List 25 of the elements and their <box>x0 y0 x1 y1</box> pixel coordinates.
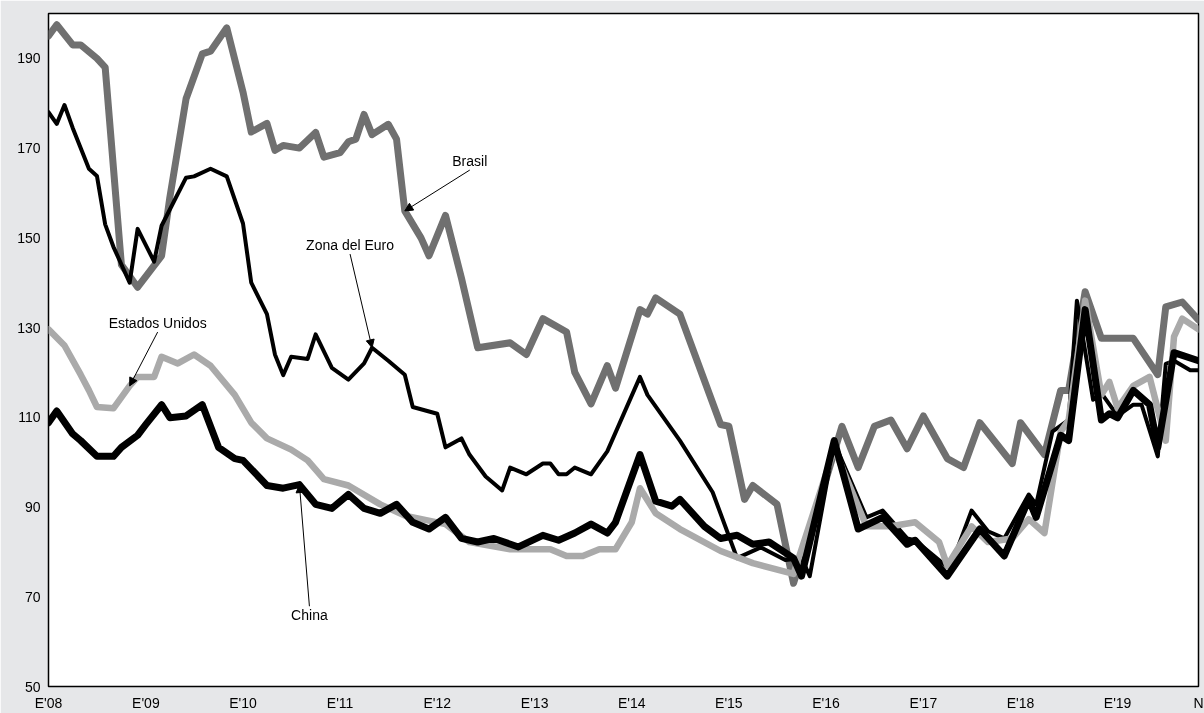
x-tick-label: E'10 <box>229 694 258 711</box>
annotation: Estados Unidos <box>108 315 207 332</box>
y-tick-label: 110 <box>18 409 41 426</box>
y-tick-label: 50 <box>24 678 41 695</box>
x-tick-label: E'12 <box>423 694 452 711</box>
x-tick-label: E'19 <box>1103 694 1132 711</box>
y-tick-label: 170 <box>17 140 41 157</box>
x-tick-label: E'18 <box>1006 694 1035 711</box>
x-tick-label: E'14 <box>617 694 646 711</box>
annotation: Zona del Euro <box>306 237 395 254</box>
annotation: China <box>291 607 328 624</box>
y-tick-label: 130 <box>17 319 41 336</box>
x-tick-label: E'16 <box>812 694 840 711</box>
x-tick-label: E'11 <box>326 694 354 711</box>
x-tick-label: E'15 <box>715 694 743 711</box>
y-tick-label: 70 <box>24 588 41 605</box>
x-tick-label: E'13 <box>520 694 549 711</box>
y-tick-label: 90 <box>24 499 41 516</box>
x-tick-label: E'17 <box>909 694 938 711</box>
y-tick-label: 150 <box>17 229 41 246</box>
x-tick-label: E'08 <box>34 694 63 711</box>
y-tick-label: 190 <box>17 50 41 67</box>
x-tick-label: E'09 <box>132 694 160 711</box>
x-tick-label: N <box>1193 694 1204 711</box>
annotation: Brasil <box>452 153 488 170</box>
